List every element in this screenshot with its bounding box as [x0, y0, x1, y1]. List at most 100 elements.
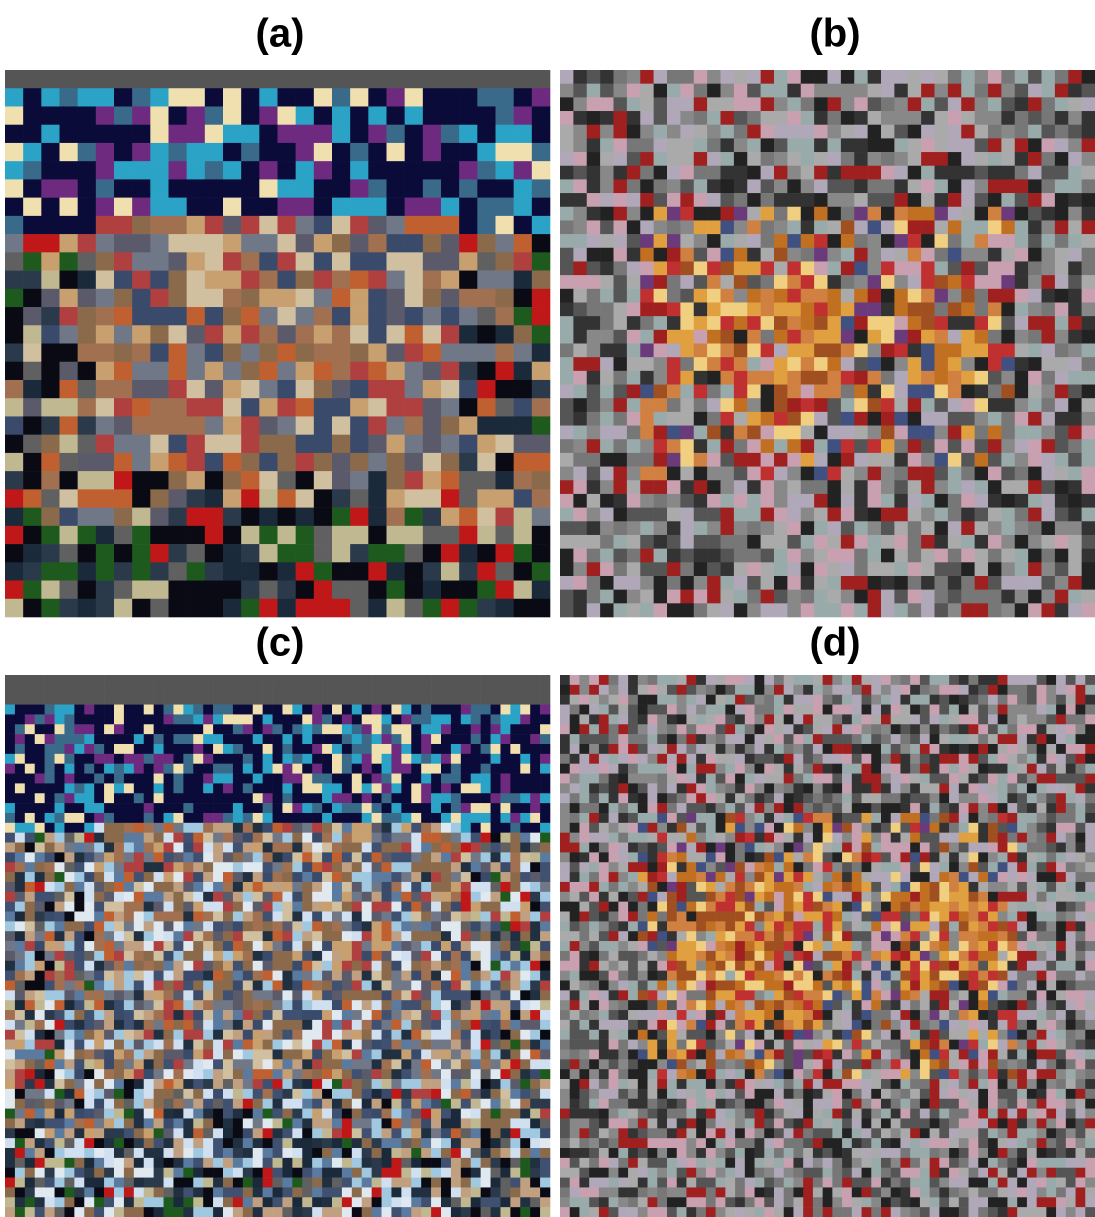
tile: [74, 1079, 84, 1089]
tile: [908, 302, 922, 316]
tile: [787, 234, 801, 248]
tile: [411, 734, 421, 744]
tile: [203, 705, 213, 715]
tile: [573, 439, 587, 453]
tile: [1068, 125, 1082, 139]
tile: [332, 198, 350, 217]
tile: [35, 813, 45, 823]
tile: [124, 912, 134, 922]
tile: [514, 70, 532, 89]
tile: [278, 216, 296, 235]
tile: [5, 435, 23, 454]
tile: [372, 941, 382, 951]
tile: [514, 471, 532, 490]
tile: [854, 603, 868, 617]
tile: [451, 892, 461, 902]
tile: [352, 724, 362, 734]
tile: [332, 70, 350, 89]
tile: [510, 912, 520, 922]
tile: [441, 471, 459, 490]
tile: [881, 576, 895, 590]
tile: [948, 562, 962, 576]
tile: [154, 1030, 164, 1040]
tile: [5, 562, 23, 581]
tile: [205, 252, 223, 271]
tile: [948, 467, 962, 481]
tile: [421, 1049, 431, 1059]
tile: [471, 882, 481, 892]
tile: [368, 581, 386, 600]
tile: [828, 494, 842, 508]
tile: [144, 912, 154, 922]
tile: [894, 179, 908, 193]
tile: [164, 1079, 174, 1089]
tile: [292, 951, 302, 961]
tile: [774, 179, 788, 193]
tile: [640, 439, 654, 453]
tile: [84, 852, 94, 862]
tile: [841, 207, 855, 221]
tile: [894, 193, 908, 207]
tile: [401, 705, 411, 715]
tile: [868, 385, 882, 399]
tile: [961, 603, 975, 617]
tile: [587, 261, 601, 275]
tile: [5, 125, 23, 144]
tile: [868, 220, 882, 234]
tile: [203, 852, 213, 862]
tile: [144, 862, 154, 872]
tile: [491, 774, 501, 784]
tile: [491, 1089, 501, 1099]
tile: [282, 961, 292, 971]
tile: [868, 316, 882, 330]
tile: [154, 921, 164, 931]
tile: [496, 70, 514, 89]
tile: [342, 774, 352, 784]
tile: [134, 872, 144, 882]
tile: [60, 344, 78, 363]
tile: [1015, 166, 1029, 180]
tile: [23, 362, 41, 381]
tile: [322, 714, 332, 724]
tile: [935, 316, 949, 330]
tile: [627, 111, 641, 125]
tile: [451, 783, 461, 793]
tile: [164, 675, 174, 685]
tile: [94, 1109, 104, 1119]
tile: [1068, 248, 1082, 262]
tile: [183, 941, 193, 951]
tile: [5, 931, 15, 941]
tile: [471, 961, 481, 971]
tile: [5, 544, 23, 563]
tile: [451, 1030, 461, 1040]
tile: [205, 398, 223, 417]
tile: [1015, 453, 1029, 467]
tile: [461, 823, 471, 833]
tile: [15, 695, 25, 705]
tile: [894, 289, 908, 303]
tile: [352, 695, 362, 705]
tile: [223, 754, 233, 764]
tile: [491, 695, 501, 705]
tile: [908, 125, 922, 139]
tile: [302, 754, 312, 764]
tile: [975, 576, 989, 590]
tile: [15, 1040, 25, 1050]
tile: [193, 764, 203, 774]
tile: [164, 872, 174, 882]
tile: [734, 275, 748, 289]
tile: [259, 508, 277, 527]
tile: [451, 971, 461, 981]
tile: [302, 931, 312, 941]
tile: [205, 380, 223, 399]
tile: [205, 161, 223, 180]
tile: [233, 793, 243, 803]
tile: [55, 872, 65, 882]
tile: [96, 344, 114, 363]
tile: [368, 544, 386, 563]
tile: [774, 166, 788, 180]
tile: [471, 813, 481, 823]
tile: [5, 325, 23, 344]
tile: [259, 471, 277, 490]
tile: [342, 734, 352, 744]
